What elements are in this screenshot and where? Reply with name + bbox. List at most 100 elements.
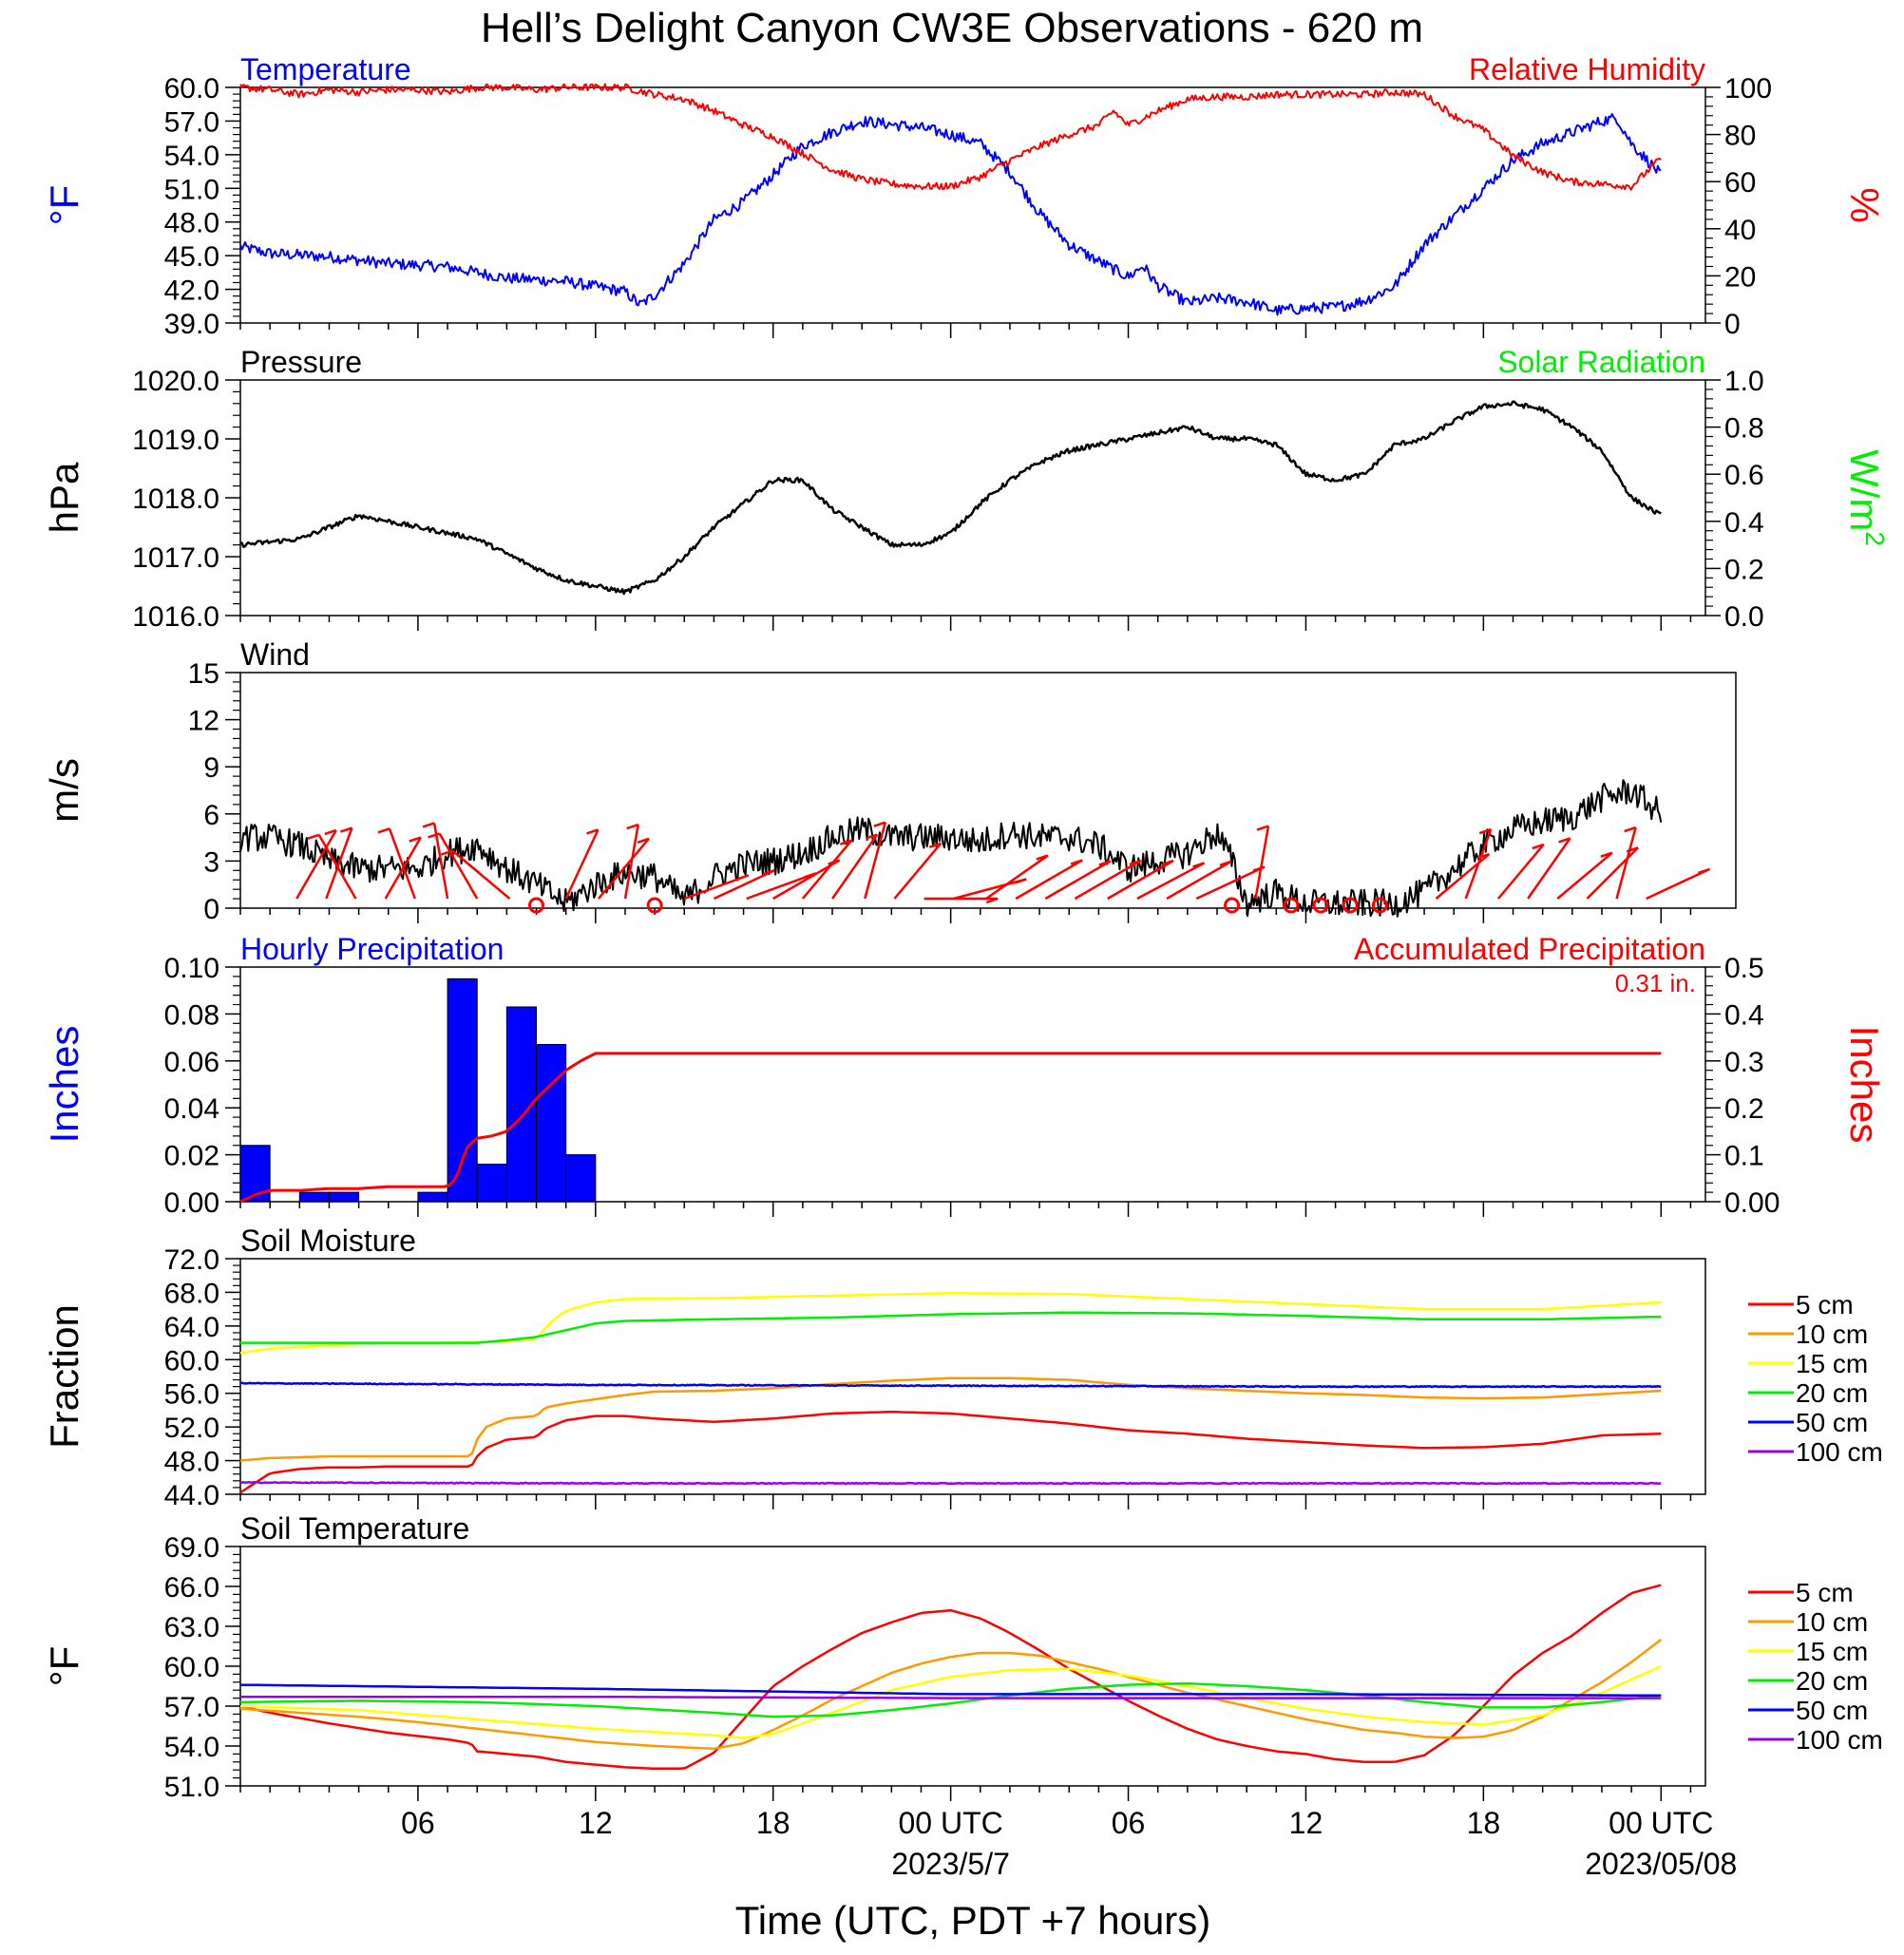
soil_temp-series-20-cm <box>239 1681 1662 1718</box>
temp_rh-frame <box>239 86 1706 324</box>
soil_moisture-series-5-cm <box>239 1411 1662 1494</box>
wind-barb-flag <box>1098 860 1112 866</box>
wind-y-tick-label: 12 <box>188 706 219 737</box>
wind-left-unit: m/s <box>42 758 86 823</box>
wind-barb-flag <box>1129 859 1142 866</box>
temp_rh-right-label: Relative Humidity <box>1469 52 1705 86</box>
x-tick-label: 12 <box>1289 1806 1323 1840</box>
wind-barb-flag <box>441 849 453 856</box>
temp_rh-y2-tick-label: 60 <box>1724 167 1756 199</box>
wind-barb <box>388 827 416 900</box>
precip-bar <box>536 1044 567 1203</box>
precip-bar <box>239 1145 271 1203</box>
wind-barb-flag <box>1600 851 1613 858</box>
temp_rh-y-tick-label: 45.0 <box>164 241 219 273</box>
pressure-left-unit: hPa <box>42 462 86 533</box>
x-tick-label: 06 <box>1112 1806 1146 1840</box>
soil_temp-legend-label: 15 cm <box>1796 1637 1868 1666</box>
wind-barb-flag <box>736 874 750 881</box>
wind-barb-flag <box>409 836 422 843</box>
wind-barb <box>831 833 879 900</box>
pressure-series-black <box>239 400 1662 596</box>
precip-right-unit: Inches <box>1842 1026 1887 1144</box>
wind-barb <box>1044 860 1112 901</box>
temp_rh-left-unit: °F <box>42 185 86 225</box>
calm-wind-marker <box>1371 897 1388 914</box>
temp_rh-y-tick-label: 42.0 <box>164 275 219 307</box>
wind-y-tick-label: 3 <box>203 846 219 878</box>
pressure-right-label: Solar Radiation <box>1497 345 1705 379</box>
x-tick-label: 18 <box>1467 1806 1501 1840</box>
wind-barb <box>1646 867 1710 901</box>
soil_temp-series-15-cm <box>239 1664 1662 1739</box>
soil_moisture-y-tick-label: 48.0 <box>164 1447 219 1478</box>
precip-y-tick-label: 0.10 <box>164 953 219 984</box>
soil_moisture-left-label: Soil Moisture <box>240 1224 416 1258</box>
pressure-frame <box>239 379 1706 617</box>
precip-left-unit: Inches <box>42 1026 86 1144</box>
precip-bar <box>298 1191 330 1203</box>
soil_temp-y-tick-label: 63.0 <box>164 1612 219 1643</box>
wind-barb <box>1586 846 1640 900</box>
x-tick-label: 18 <box>756 1806 790 1840</box>
wind-barb <box>953 878 1027 901</box>
pressure-y-tick-label: 1017.0 <box>132 542 219 574</box>
temp_rh-y2-tick-label: 40 <box>1724 215 1756 246</box>
calm-wind-marker <box>646 897 663 914</box>
wind-barb <box>746 872 817 901</box>
soil_moisture-left-unit: Fraction <box>42 1304 86 1449</box>
calm-wind-marker <box>1342 897 1359 914</box>
precip-bar <box>565 1154 597 1203</box>
wind-barb-flag <box>928 842 942 848</box>
wind-barb <box>1527 837 1571 900</box>
wind-barb-flag <box>324 828 337 836</box>
wind-barb-flag <box>1036 854 1049 861</box>
wind-barb-flag <box>1219 860 1232 866</box>
soil_temp-legend-label: 100 cm <box>1796 1725 1883 1755</box>
wind-barb-flag <box>1624 826 1637 833</box>
wind-barb <box>1615 826 1637 900</box>
precip-right-label: Accumulated Precipitation <box>1354 932 1705 966</box>
wind-barb-flag <box>1478 827 1492 835</box>
pressure-y-tick-label: 1020.0 <box>132 366 219 397</box>
wind-barb-flag <box>865 833 878 840</box>
precip-annotation: 0.31 in. <box>1615 969 1696 997</box>
pressure-y-tick-label: 1019.0 <box>132 425 219 456</box>
temp_rh-y-tick-label: 39.0 <box>164 309 219 340</box>
wind-barb <box>985 854 1049 901</box>
pressure-y2-tick-label: 0.4 <box>1724 507 1764 539</box>
wind-barb <box>801 839 853 900</box>
wind-barb-flag <box>1256 825 1269 831</box>
wind-barb-flag <box>839 839 852 845</box>
wind-barb <box>1435 853 1491 900</box>
temp_rh-y-tick-label: 51.0 <box>164 174 219 205</box>
soil_moisture-legend-label: 15 cm <box>1796 1349 1868 1378</box>
soil_temp-y-tick-label: 60.0 <box>164 1652 219 1683</box>
calm-wind-marker <box>1312 897 1329 914</box>
precip-y2-tick-label: 0.5 <box>1724 953 1764 984</box>
wind-barb-flag <box>873 821 886 827</box>
wind-barb-flag <box>1558 837 1571 844</box>
temp_rh-y-tick-label: 54.0 <box>164 141 219 172</box>
pressure-y-tick-label: 1018.0 <box>132 484 219 515</box>
wind-barb-flag <box>422 822 435 828</box>
wind-barb <box>1107 859 1174 901</box>
temp_rh-right-unit: % <box>1842 187 1887 222</box>
soil_moisture-y-tick-label: 60.0 <box>164 1345 219 1376</box>
soil_moisture-legend-label: 10 cm <box>1796 1319 1868 1349</box>
wind-barb <box>1556 851 1613 900</box>
wind-barb <box>1136 862 1206 901</box>
soil_moisture-legend-label: 20 cm <box>1796 1378 1868 1408</box>
precip-y2-tick-label: 0.2 <box>1724 1093 1764 1125</box>
temp_rh-y2-tick-label: 100 <box>1724 73 1772 104</box>
precip-left-label: Hourly Precipitation <box>240 932 504 966</box>
x-tick-label: 06 <box>401 1806 435 1840</box>
soil_temp-legend-label: 50 cm <box>1796 1696 1868 1725</box>
soil_temp-legend-label: 20 cm <box>1796 1666 1868 1696</box>
pressure-y2-tick-label: 1.0 <box>1724 366 1764 397</box>
wind-y-tick-label: 9 <box>203 752 219 784</box>
soil_temp-y-tick-label: 57.0 <box>164 1692 219 1723</box>
wind-barb <box>597 838 650 900</box>
wind-barb-flag <box>1532 843 1545 850</box>
